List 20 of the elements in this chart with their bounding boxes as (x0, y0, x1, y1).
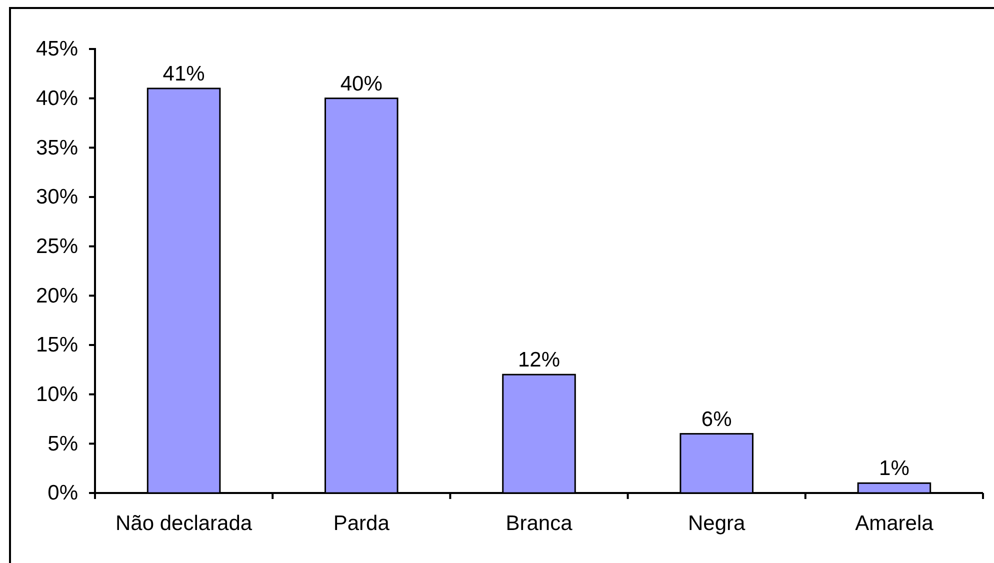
y-tick-label: 30% (36, 186, 78, 209)
data-label: 6% (701, 408, 732, 431)
x-tick-label: Branca (506, 512, 573, 535)
x-tick-label: Amarela (855, 512, 934, 535)
data-label: 12% (518, 348, 560, 372)
data-label: 41% (162, 62, 205, 86)
x-tick-label: Negra (688, 512, 746, 535)
y-tick-label: 10% (36, 383, 78, 406)
x-tick-label: Não declarada (116, 512, 252, 535)
data-label: 1% (879, 457, 910, 480)
y-tick-label: 20% (36, 284, 78, 308)
y-tick-label: 35% (36, 136, 78, 160)
y-tick-label: 5% (48, 432, 78, 456)
y-tick-label: 0% (48, 482, 78, 505)
data-label: 40% (340, 72, 382, 96)
y-tick-label: 25% (36, 235, 78, 258)
y-tick-label: 45% (36, 38, 78, 61)
y-tick-label: 40% (36, 87, 78, 110)
y-tick-label: 15% (36, 334, 78, 357)
x-tick-label: Parda (333, 512, 390, 535)
